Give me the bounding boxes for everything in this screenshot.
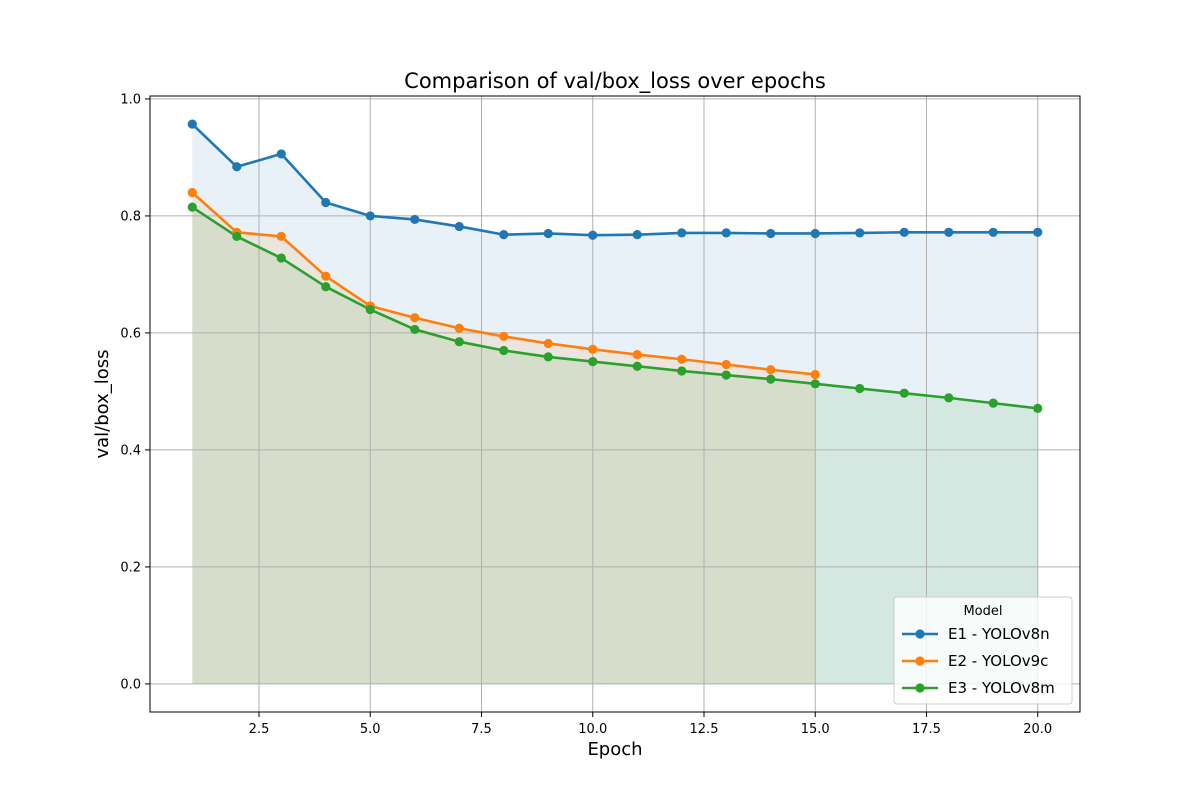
data-point-series-1 [855, 228, 865, 238]
y-tick-label: 0.8 [120, 209, 141, 224]
data-point-series-3 [276, 253, 286, 263]
data-point-series-3 [899, 388, 909, 398]
legend-label-series-2: E2 - YOLOv9c [948, 652, 1048, 670]
x-tick-label: 17.5 [912, 722, 941, 737]
x-axis-label: Epoch [587, 739, 642, 760]
chart-title: Comparison of val/box_loss over epochs [404, 69, 826, 94]
legend-marker-series-3 [915, 683, 925, 693]
x-tick-label: 2.5 [249, 722, 270, 737]
legend-marker-series-1 [915, 629, 925, 639]
x-axis-ticks: 2.5 5.0 7.5 10.0 12.5 15.0 17.5 20.0 [249, 712, 1052, 737]
data-point-series-3 [365, 304, 375, 315]
data-point-series-3 [1033, 403, 1043, 413]
data-point-series-3 [944, 393, 954, 403]
data-point-series-2 [454, 323, 464, 333]
data-point-series-1 [944, 227, 954, 237]
data-point-series-2 [766, 365, 776, 375]
legend-title: Model [963, 604, 1002, 619]
data-point-series-1 [810, 228, 820, 239]
y-tick-label: 0.0 [120, 677, 141, 692]
area-fills [192, 124, 1038, 684]
data-point-series-3 [855, 383, 865, 394]
series-markers [187, 119, 1043, 413]
y-axis-label: val/box_loss [92, 349, 113, 458]
x-tick-label: 10.0 [578, 722, 607, 737]
data-point-series-3 [988, 398, 998, 408]
legend-marker-series-2 [915, 656, 925, 666]
data-point-series-3 [499, 345, 509, 356]
data-point-series-3 [232, 231, 242, 241]
data-point-series-1 [187, 119, 197, 129]
x-tick-label: 12.5 [690, 722, 719, 737]
data-point-series-3 [588, 356, 598, 367]
data-point-series-3 [721, 370, 731, 380]
legend-items: E1 - YOLOv8n E2 - YOLOv9c E3 - YOLOv8m [902, 625, 1055, 697]
data-point-series-1 [410, 214, 420, 225]
data-point-series-1 [766, 228, 776, 239]
x-tick-label: 7.5 [471, 722, 492, 737]
axes-frame [149, 95, 1081, 713]
data-point-series-2 [187, 187, 197, 198]
data-point-series-2 [588, 344, 598, 354]
area-fill-series-3 [192, 207, 1038, 684]
data-point-series-2 [632, 349, 642, 360]
data-point-series-3 [632, 361, 642, 371]
legend: Model E1 - YOLOv8n E2 - YOLOv9c E3 - YOLOv… [893, 596, 1073, 705]
data-point-series-1 [588, 230, 598, 240]
data-point-series-1 [276, 149, 286, 159]
data-point-series-3 [766, 374, 776, 384]
data-point-series-1 [365, 211, 375, 221]
data-point-series-1 [543, 228, 553, 239]
data-point-series-2 [499, 331, 509, 342]
grid-lines [150, 96, 1080, 712]
data-point-series-1 [454, 221, 464, 232]
legend-label-series-3: E3 - YOLOv8m [948, 679, 1055, 697]
area-fill-series-2 [192, 192, 816, 684]
data-point-series-1 [721, 228, 731, 238]
y-tick-label: 0.6 [120, 326, 141, 341]
data-point-series-1 [632, 230, 642, 240]
data-point-series-3 [543, 352, 553, 362]
line-series-1 [191, 123, 1038, 237]
data-point-series-3 [321, 282, 331, 292]
data-point-series-2 [543, 338, 553, 349]
data-point-series-2 [321, 271, 331, 281]
legend-label-series-1: E1 - YOLOv8n [948, 625, 1050, 643]
data-point-series-3 [677, 366, 687, 376]
legend-box [893, 596, 1073, 705]
data-point-series-2 [677, 354, 687, 364]
y-tick-label: 0.2 [120, 560, 141, 575]
data-point-series-1 [988, 227, 998, 237]
data-point-series-3 [454, 337, 464, 347]
x-tick-label: 20.0 [1023, 722, 1052, 737]
data-point-series-1 [899, 227, 909, 237]
x-tick-label: 15.0 [801, 722, 830, 737]
data-point-series-3 [187, 202, 197, 212]
x-tick-label: 5.0 [360, 722, 381, 737]
data-point-series-2 [810, 369, 820, 380]
data-point-series-2 [410, 313, 420, 323]
data-point-series-3 [810, 379, 820, 389]
y-tick-label: 1.0 [120, 92, 141, 107]
data-point-series-1 [499, 230, 509, 240]
y-axis-ticks: 0.0 0.2 0.4 0.6 0.8 1.0 [120, 92, 150, 692]
line-series-3 [191, 206, 1038, 410]
data-point-series-1 [321, 197, 331, 208]
y-tick-label: 0.4 [120, 443, 141, 458]
data-point-series-1 [1033, 227, 1043, 237]
area-fill-series-1 [192, 124, 1038, 684]
data-point-series-2 [276, 231, 286, 241]
data-point-series-1 [677, 228, 687, 238]
data-point-series-3 [410, 324, 420, 335]
data-point-series-1 [232, 162, 242, 172]
data-point-series-2 [721, 359, 731, 370]
